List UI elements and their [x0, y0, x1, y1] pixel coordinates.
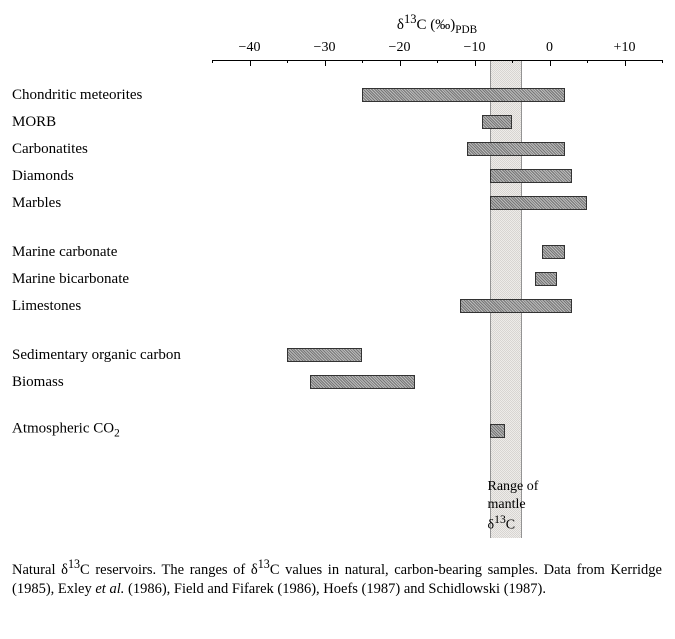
range-bar	[482, 115, 512, 129]
range-bar	[535, 272, 558, 286]
x-tick-minor	[587, 60, 588, 63]
x-tick	[625, 60, 626, 66]
x-tick	[475, 60, 476, 66]
range-bar	[490, 424, 505, 438]
mantle-band-label: Range ofmantleδ13C	[488, 478, 539, 534]
range-bar	[467, 142, 565, 156]
d13c-range-chart: δ13C (‰)PDB Range ofmantleδ13C −40 −30 −20…	[12, 12, 662, 538]
category-label: Chondritic meteorites	[12, 86, 212, 104]
x-tick-label: +10	[614, 40, 636, 56]
x-tick-minor	[212, 60, 213, 63]
range-bar	[310, 375, 415, 389]
x-tick-minor	[512, 60, 513, 63]
category-label: Limestones	[12, 297, 212, 315]
x-tick-label: −20	[389, 40, 411, 56]
x-tick-minor	[287, 60, 288, 63]
x-tick-label: −30	[314, 40, 336, 56]
x-tick	[325, 60, 326, 66]
category-label: Carbonatites	[12, 140, 212, 158]
x-tick-minor	[662, 60, 663, 63]
plot-area: Range ofmantleδ13C −40−30−20−100+10Chond…	[212, 40, 662, 538]
range-bar	[542, 245, 565, 259]
category-label: Biomass	[12, 373, 212, 391]
category-label: MORB	[12, 113, 212, 131]
category-label: Sedimentary organic carbon	[12, 346, 212, 364]
category-label: Marine bicarbonate	[12, 270, 212, 288]
category-label: Diamonds	[12, 167, 212, 185]
x-tick-label: 0	[546, 40, 553, 56]
x-tick-minor	[437, 60, 438, 63]
range-bar	[490, 196, 588, 210]
x-tick	[550, 60, 551, 66]
category-label: Atmospheric CO2	[12, 420, 212, 443]
x-tick	[400, 60, 401, 66]
x-tick-minor	[362, 60, 363, 63]
x-tick-label: −40	[239, 40, 261, 56]
range-bar	[490, 169, 573, 183]
x-tick-label: −10	[464, 40, 486, 56]
range-bar	[362, 88, 565, 102]
x-tick	[250, 60, 251, 66]
category-label: Marine carbonate	[12, 243, 212, 261]
x-axis-title: δ13C (‰)PDB	[212, 12, 662, 36]
range-bar	[287, 348, 362, 362]
range-bar	[460, 299, 573, 313]
figure-caption: Natural δ13C reservoirs. The ranges of δ…	[12, 556, 662, 600]
category-label: Marbles	[12, 194, 212, 212]
